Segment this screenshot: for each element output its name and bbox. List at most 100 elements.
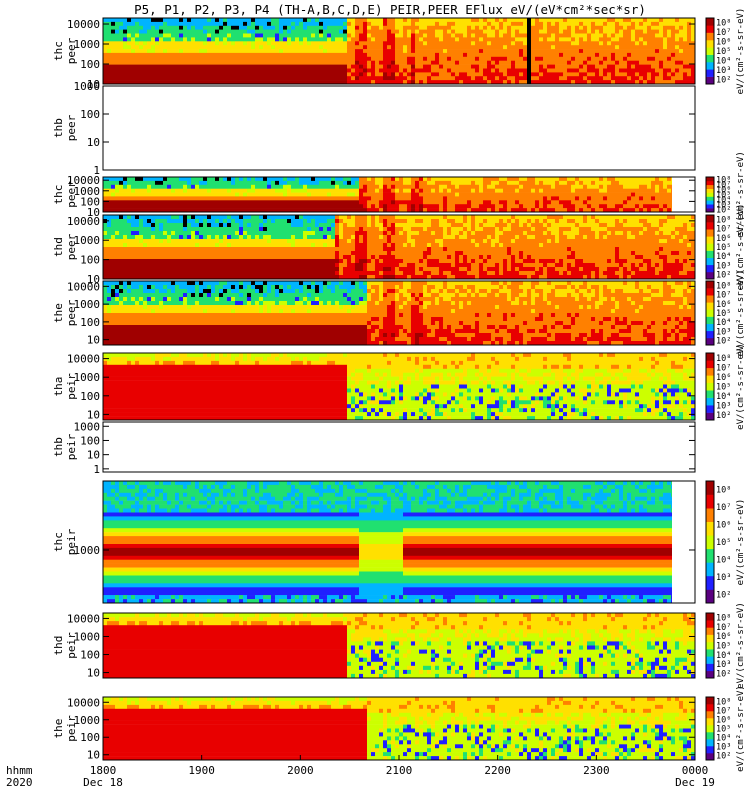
colorbar-tick-label: 10⁶ bbox=[716, 521, 731, 531]
panel-frame bbox=[102, 17, 696, 85]
y-tick-label: 10000 bbox=[67, 353, 100, 366]
colorbar-tick-label: 10⁸ bbox=[716, 176, 731, 186]
colorbar-tick-label: 10⁷ bbox=[716, 503, 731, 513]
panel-frame bbox=[102, 352, 696, 421]
y-tick-label: 100 bbox=[80, 195, 100, 208]
colorbar-tick-label: 10³ bbox=[716, 201, 731, 211]
y-tick-label: 10 bbox=[87, 667, 100, 680]
colorbar-label: eV/(cm²-s-sr-eV) bbox=[736, 602, 746, 689]
x-tick-label: 2100 bbox=[386, 764, 413, 777]
x-tick-label: 2200 bbox=[484, 764, 511, 777]
colorbar-tick-label: 10² bbox=[716, 206, 731, 216]
x-corner-label-bottom: 2020 bbox=[6, 776, 33, 789]
colorbar-tick-label: 10⁶ bbox=[716, 373, 731, 383]
colorbar-tick-label: 10³ bbox=[716, 743, 731, 753]
colorbar-label: eV/(cm²-s-sr-eV) bbox=[736, 499, 746, 586]
panel-9: 10 100 1000 10000 thdpeir 10²10³10⁴10⁵10⁶10⁷1… bbox=[52, 602, 746, 689]
colorbar-tick-label: 10³ bbox=[716, 327, 731, 337]
colorbar-label: eV/(cm²-s-sr-eV) bbox=[736, 204, 746, 291]
panel-frame bbox=[102, 214, 696, 280]
panel-5: 10100100010000thepeer10²10³10⁴10⁵10⁶10⁷1… bbox=[52, 270, 746, 357]
y-tick-label: 1 bbox=[93, 164, 100, 177]
colorbar-tick-label: 10⁵ bbox=[716, 642, 731, 652]
x-date-label: Dec 19 bbox=[675, 776, 715, 789]
panel-name: thbpeer bbox=[52, 114, 78, 141]
colorbar-tick-label: 10² bbox=[716, 75, 731, 85]
y-tick-label: 1 bbox=[93, 463, 100, 476]
panel-frame bbox=[102, 176, 696, 213]
colorbar-tick-label: 10⁶ bbox=[716, 716, 731, 726]
y-tick-label: 10 bbox=[87, 273, 100, 286]
y-tick-label: 1000 bbox=[74, 80, 101, 93]
colorbar-tick-label: 10² bbox=[716, 752, 731, 762]
y-tick-label: 10000 bbox=[67, 174, 100, 187]
colorbar-label: eV/(cm²-s-sr-eV) bbox=[736, 685, 746, 772]
colorbar-tick-label: 10⁷ bbox=[716, 707, 731, 717]
y-tick-label: 1000 bbox=[74, 420, 101, 433]
panel-4: 10100100010000thdpeer10²10³10⁴10⁵10⁶10⁷1… bbox=[52, 204, 746, 291]
colorbar-tick-label: 10⁵ bbox=[716, 191, 731, 201]
x-tick-label: 0000 bbox=[682, 764, 709, 777]
y-tick-label: 100 bbox=[80, 254, 100, 267]
colorbar-tick-label: 10⁵ bbox=[716, 309, 731, 319]
colorbar-tick-label: 10⁴ bbox=[716, 318, 731, 328]
x-date-label: Dec 18 bbox=[83, 776, 123, 789]
y-tick-label: 100 bbox=[80, 58, 100, 71]
colorbar-tick-label: 10⁸ bbox=[716, 354, 731, 364]
y-tick-label: 10 bbox=[87, 136, 100, 149]
y-tick-label: 10 bbox=[87, 78, 100, 91]
panel-frame bbox=[102, 85, 696, 171]
y-tick-label: 100 bbox=[80, 108, 100, 121]
panel-frame bbox=[102, 280, 696, 346]
colorbar-tick-label: 10³ bbox=[716, 261, 731, 271]
y-tick-label: 10000 bbox=[67, 280, 100, 293]
y-tick-label: 10000 bbox=[67, 215, 100, 228]
panel-frame bbox=[102, 612, 696, 679]
colorbar-tick-label: 10⁸ bbox=[716, 486, 731, 496]
colorbar-tick-label: 10⁴ bbox=[716, 651, 731, 661]
colorbar-tick-label: 10⁷ bbox=[716, 623, 731, 633]
y-tick-label: 10 bbox=[87, 449, 100, 462]
colorbar-tick-label: 10⁸ bbox=[716, 282, 731, 292]
x-corner-label-top: hhmm bbox=[6, 764, 33, 777]
chart-title: P5, P1, P2, P3, P4 (TH-A,B,C,D,E) PEIR,P… bbox=[134, 2, 646, 17]
x-tick-label: 1800 bbox=[90, 764, 117, 777]
colorbar-tick-label: 10⁷ bbox=[716, 291, 731, 301]
colorbar-label: eV/(cm²-s-sr-eV) bbox=[736, 8, 746, 95]
colorbar-tick-label: 10⁴ bbox=[716, 392, 731, 402]
spectrogram-image bbox=[103, 177, 672, 213]
spectrogram-image bbox=[103, 215, 695, 280]
y-tick-label: 10000 bbox=[67, 18, 100, 31]
colorbar-tick-label: 10³ bbox=[716, 66, 731, 76]
spectrogram-image bbox=[103, 281, 695, 346]
y-tick-label: 1000 bbox=[74, 234, 101, 247]
spectrogram-image bbox=[103, 697, 695, 761]
spectrogram-image bbox=[103, 613, 695, 679]
colorbar-tick-label: 10⁷ bbox=[716, 225, 731, 235]
colorbar-tick-label: 10⁷ bbox=[716, 181, 731, 191]
colorbar-tick-label: 10² bbox=[716, 669, 731, 679]
panel-name: thdpeir bbox=[52, 632, 78, 659]
colorbar-tick-label: 10⁷ bbox=[716, 363, 731, 373]
colorbar-tick-label: 10² bbox=[716, 270, 731, 280]
y-tick-label: 1000 bbox=[74, 185, 101, 198]
y-tick-label: 1000 bbox=[74, 714, 101, 727]
colorbar-tick-label: 10⁸ bbox=[716, 698, 731, 708]
colorbar-tick-label: 10⁵ bbox=[716, 243, 731, 253]
colorbar-tick-label: 10⁷ bbox=[716, 28, 731, 38]
colorbar-tick-label: 10⁴ bbox=[716, 252, 731, 262]
colorbar-tick-label: 10⁸ bbox=[716, 216, 731, 226]
y-tick-label: 100 bbox=[80, 434, 100, 447]
y-tick-label: 10 bbox=[87, 206, 100, 219]
panel-name: thdpeer bbox=[52, 233, 78, 260]
colorbar-tick-label: 10⁵ bbox=[716, 383, 731, 393]
